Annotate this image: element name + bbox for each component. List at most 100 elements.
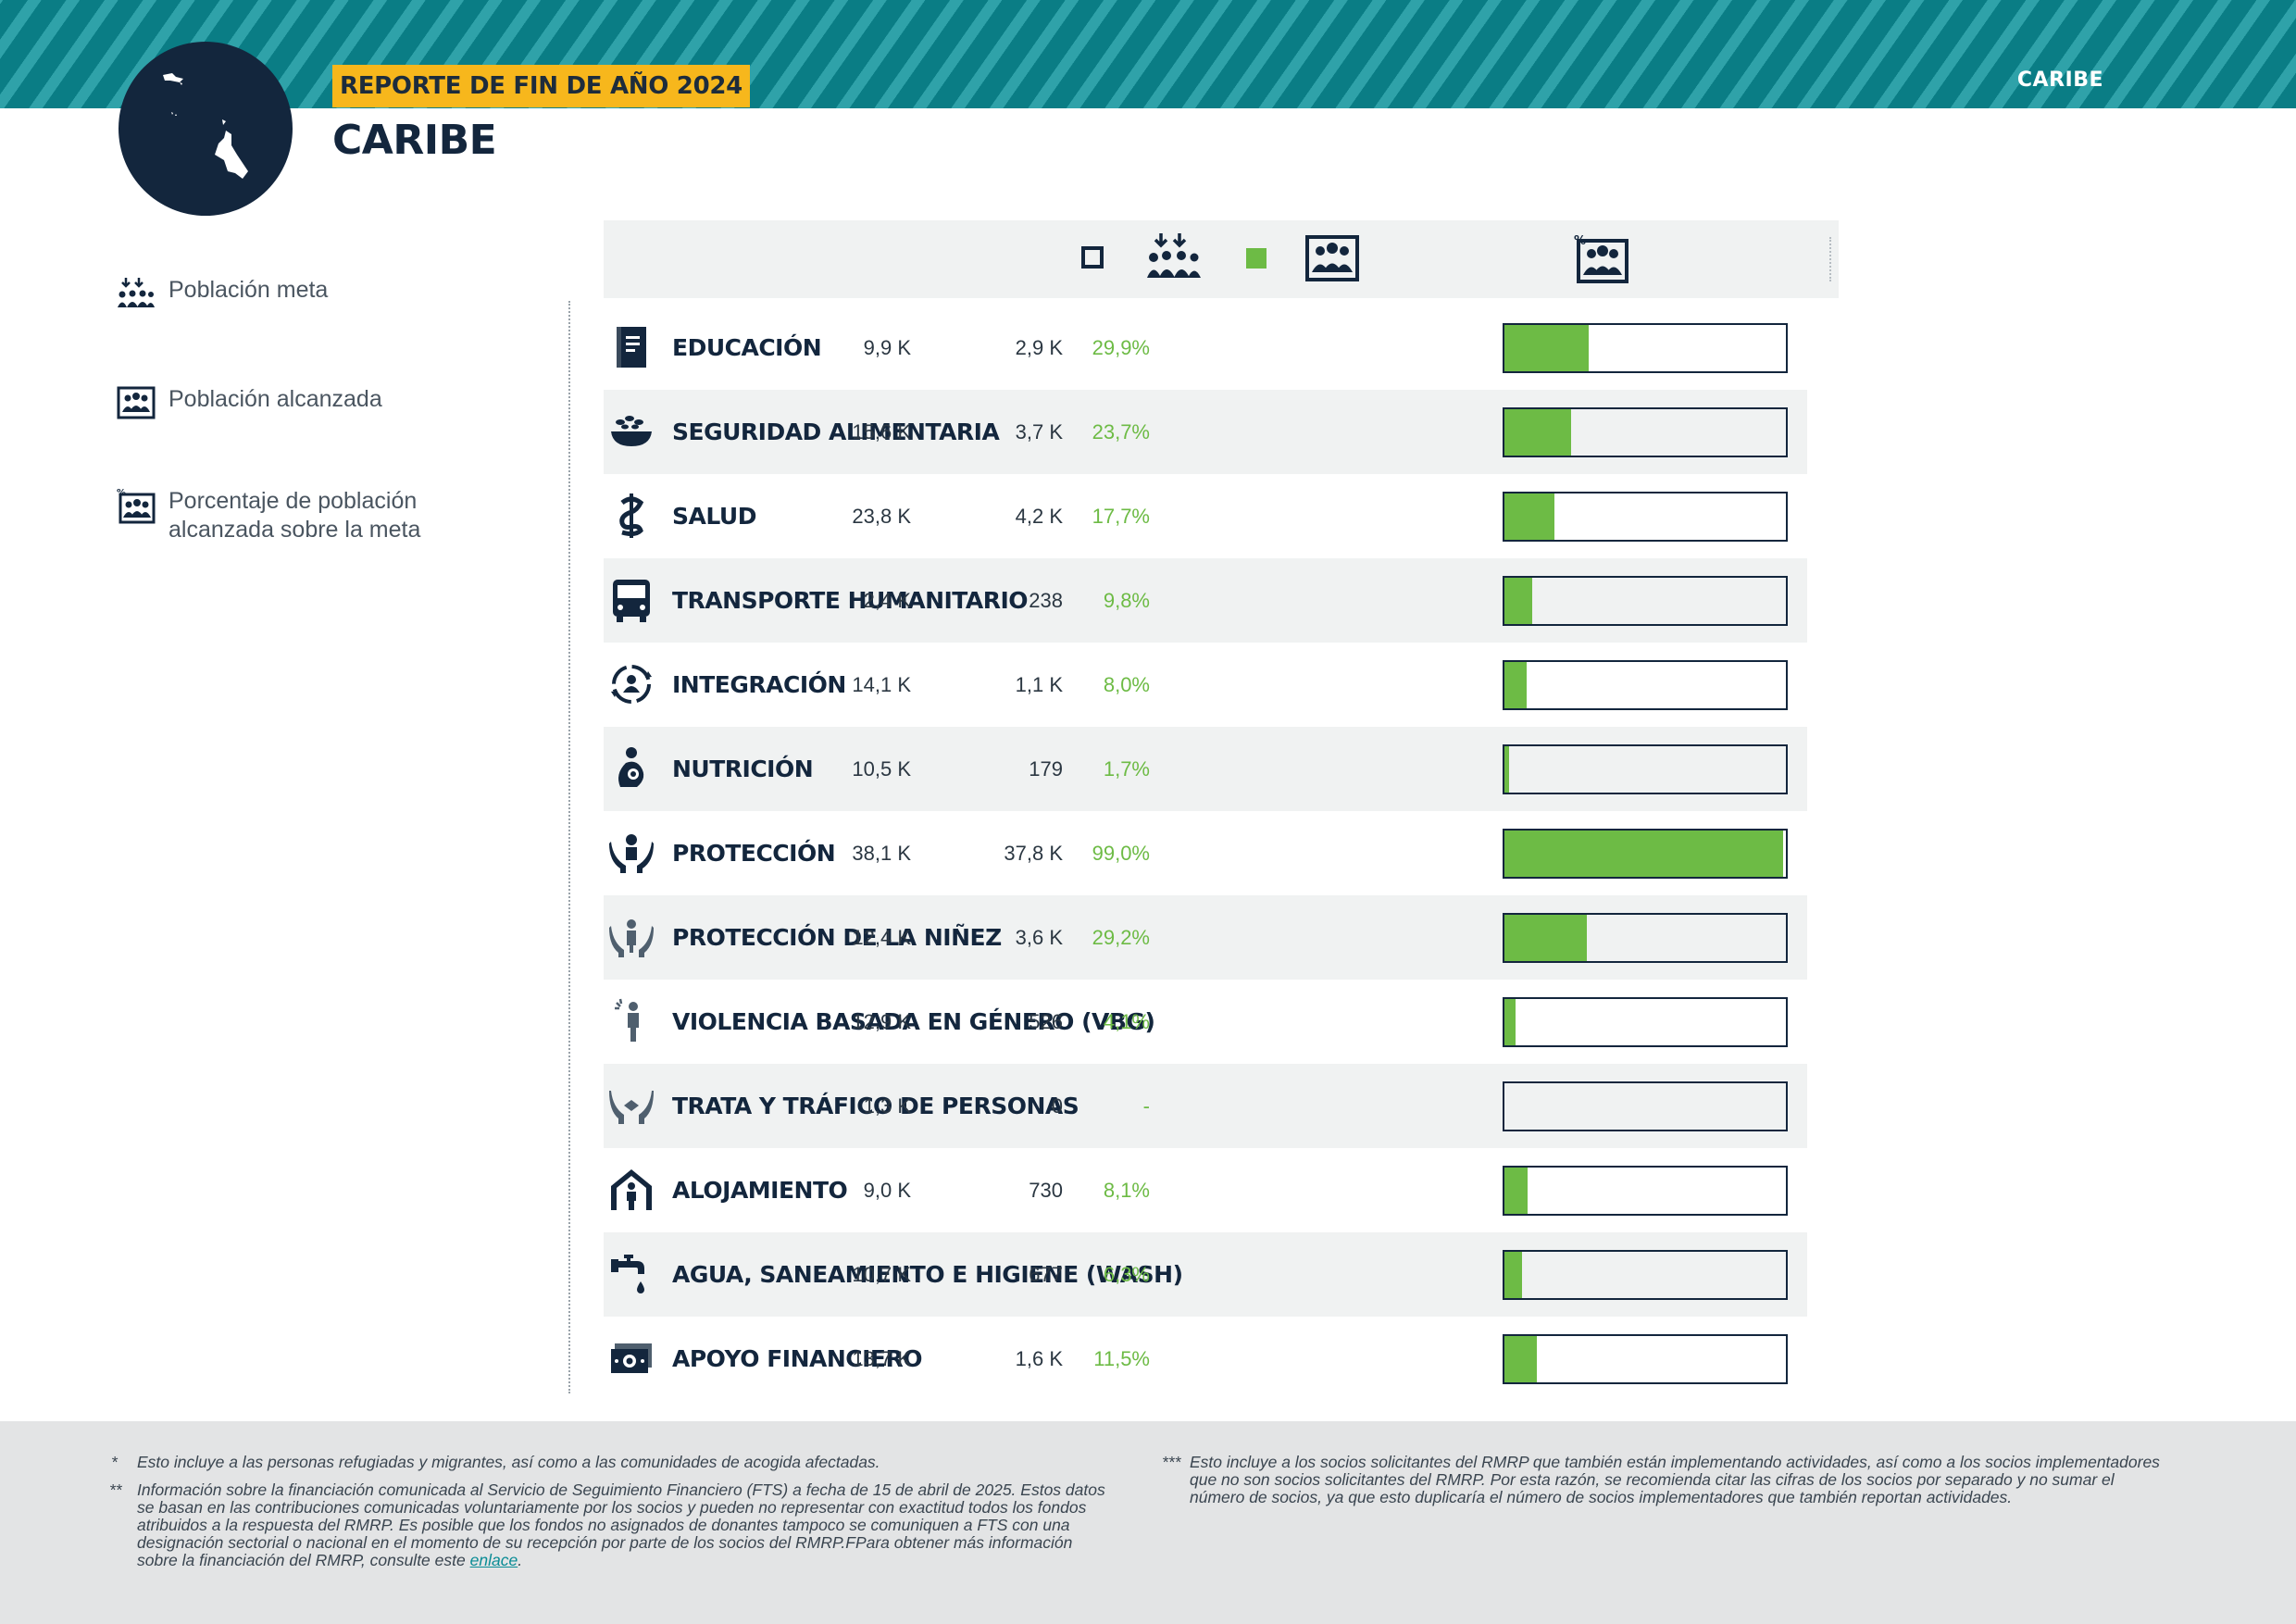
percentage-reached-icon: % [117,488,156,524]
target-value: 38,1 K [852,842,911,865]
percentage-value: 99,0% [1092,842,1150,865]
reached-value: 0 [1051,1094,1063,1118]
reached-value: 238 [1029,589,1063,612]
percentage-value: 17,7% [1092,505,1150,528]
sector-label: SALUD [672,503,756,530]
footnote-line: designación sectorial o nacional en el m… [137,1533,1073,1552]
reached-value: 3,7 K [1015,420,1063,443]
target-value: 12,4 K [852,926,911,949]
footnote-text: . [518,1551,523,1569]
legend-item-target: Población meta [117,276,328,315]
footnote-mark: ** [109,1480,122,1499]
region-label: CARIBE [2016,69,2103,92]
table-row: TRATA Y TRÁFICO DE PERSONAS 1,3 K 0 - [604,1064,1807,1148]
funding-link[interactable]: enlace [469,1551,518,1569]
legend-label-percentage-line1: Porcentaje de población [168,488,418,514]
table-row: INTEGRACIÓN 14,1 K 1,1 K 8,0% [604,643,1807,727]
reached-value: 526 [1029,1010,1063,1033]
water-tap-icon [611,1255,644,1293]
footnote-line: se basan en las contribuciones comunicad… [137,1498,1087,1517]
progress-bar [1503,660,1788,710]
footnote-mark: * [111,1453,118,1471]
percentage-value: 11,5% [1093,1347,1150,1370]
sector-table: EDUCACIÓN 9,9 K 2,9 K 29,9% SEGURIDAD AL… [604,306,1807,1401]
progress-fill [1504,578,1532,624]
percentage-value: 1,7% [1103,757,1150,781]
caribbean-map-icon [163,73,248,179]
percentage-header-icon: % [1574,234,1628,283]
sector-label: SEGURIDAD ALIMENTARIA [672,418,1000,445]
protection-icon [609,834,654,873]
cash-icon [611,1343,652,1373]
percentage-value: 29,9% [1092,336,1150,359]
region-map [119,42,293,216]
footnotes-panel: * Esto incluye a las personas refugiadas… [0,1421,2296,1624]
legend-item-reached: Población alcanzada [117,385,382,424]
footnote-line: que no son socios solicitantes del RMRP.… [1190,1470,2115,1489]
table-row: APOYO FINANCIERO 13,7 K 1,6 K 11,5% [604,1317,1807,1401]
progress-fill [1504,1336,1537,1382]
percentage-value: 9,8% [1103,589,1150,612]
footnote-line: Información sobre la financiación comuni… [137,1480,1105,1499]
target-value: 1,3 K [863,1094,911,1118]
header-dotted-divider [1829,237,1831,281]
reached-value: 1,1 K [1015,673,1063,696]
progress-bar [1503,744,1788,794]
nutrition-icon [618,747,644,787]
sector-label: TRATA Y TRÁFICO DE PERSONAS [672,1093,1079,1119]
progress-fill [1504,915,1587,961]
percentage-value: 23,7% [1092,420,1150,443]
target-value: 10,7 K [852,1263,911,1286]
legend-label-percentage-line2: alcanzada sobre la meta [168,517,421,543]
percentage-value: 6,3% [1103,1263,1150,1286]
health-icon [619,493,644,538]
sector-label: EDUCACIÓN [672,334,822,361]
sector-label: VIOLENCIA BASADA EN GÉNERO (VBG) [672,1008,1155,1035]
bus-icon [613,580,650,622]
progress-bar [1503,323,1788,373]
page-title: CARIBE [332,117,497,164]
legend-divider [568,301,570,1393]
percentage-value: - [1142,1094,1150,1118]
reached-value: 3,6 K [1015,926,1063,949]
progress-fill [1504,831,1783,877]
footnote-text: sobre la financiación del RMRP, consulte… [137,1551,470,1569]
target-value: 2,4 K [863,589,911,612]
report-tag: REPORTE DE FIN DE AÑO 2024 [332,65,750,107]
target-square-icon [1081,246,1104,269]
population-reached-icon [117,386,156,419]
target-value: 15,6 K [852,420,911,443]
table-row: NUTRICIÓN 10,5 K 179 1,7% [604,727,1807,811]
target-value: 10,5 K [852,757,911,781]
reached-value: 4,2 K [1015,505,1063,528]
progress-fill [1504,325,1589,371]
progress-fill [1504,1252,1523,1298]
percentage-value: 29,2% [1092,926,1150,949]
progress-bar [1503,1166,1788,1216]
sector-label: TRANSPORTE HUMANITARIO [672,587,1029,614]
table-row: ALOJAMIENTO 9,0 K 730 8,1% [604,1148,1807,1232]
table-row: PROTECCIÓN 38,1 K 37,8 K 99,0% [604,811,1807,895]
reached-value: 677 [1029,1263,1063,1286]
target-value: 9,0 K [863,1179,911,1202]
sector-label: APOYO FINANCIERO [672,1345,923,1372]
footnote-line: Esto incluye a los socios solicitantes d… [1190,1453,2160,1471]
sector-label: INTEGRACIÓN [672,671,846,698]
progress-bar [1503,997,1788,1047]
progress-fill [1504,999,1516,1045]
footnote-line: número de socios, ya que esto duplicaría… [1190,1488,2013,1506]
food-security-icon [611,416,652,446]
table-row: SEGURIDAD ALIMENTARIA 15,6 K 3,7 K 23,7% [604,390,1807,474]
progress-fill [1504,746,1510,793]
child-protection-icon [609,919,654,957]
education-icon [617,327,646,368]
reached-value: 1,6 K [1015,1347,1063,1370]
target-value: 13,7 K [852,1347,911,1370]
progress-bar [1503,829,1788,879]
percentage-value: 8,0% [1103,673,1150,696]
progress-bar [1503,576,1788,626]
percentage-value: 4,1% [1103,1010,1150,1033]
footnote-mark: *** [1162,1453,1181,1471]
progress-bar [1503,1334,1788,1384]
progress-bar [1503,913,1788,963]
